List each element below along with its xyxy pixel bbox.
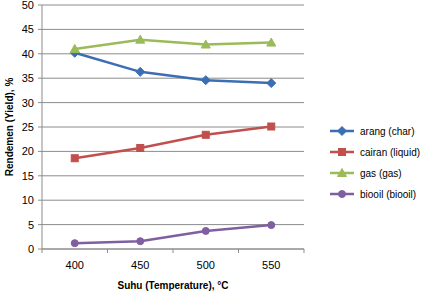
y-tick-label: 25 bbox=[22, 121, 34, 133]
x-tick-label: 450 bbox=[131, 259, 149, 271]
point-marker bbox=[202, 227, 209, 234]
point-marker bbox=[137, 238, 144, 245]
y-tick bbox=[38, 175, 42, 176]
series-line bbox=[75, 40, 272, 49]
legend-marker bbox=[339, 149, 346, 156]
y-tick bbox=[38, 224, 42, 225]
x-tick-label: 400 bbox=[66, 259, 84, 271]
x-tick bbox=[238, 249, 239, 253]
x-tick bbox=[304, 249, 305, 253]
y-tick bbox=[38, 127, 42, 128]
y-tick-label: 45 bbox=[22, 23, 34, 35]
legend-label: biooil (biooil) bbox=[360, 189, 416, 200]
grid-line bbox=[42, 78, 304, 79]
point-marker bbox=[136, 35, 145, 43]
point-marker bbox=[136, 67, 145, 76]
point-marker bbox=[70, 44, 79, 52]
y-tick-label: 35 bbox=[22, 72, 34, 84]
y-tick-label: 0 bbox=[28, 243, 34, 255]
point-marker bbox=[268, 222, 275, 229]
x-tick bbox=[173, 249, 174, 253]
grid-line bbox=[42, 29, 304, 30]
y-axis-label: Rendemen (Yield), % bbox=[4, 78, 15, 177]
legend-marker bbox=[338, 169, 347, 177]
point-marker bbox=[137, 144, 144, 151]
y-tick-label: 40 bbox=[22, 48, 34, 60]
legend-marker bbox=[338, 127, 347, 136]
point-marker bbox=[268, 123, 275, 130]
point-marker bbox=[71, 155, 78, 162]
y-tick bbox=[38, 29, 42, 30]
point-marker bbox=[267, 79, 276, 88]
series-line bbox=[75, 53, 272, 83]
y-tick bbox=[38, 200, 42, 201]
y-tick-label: 50 bbox=[22, 0, 34, 11]
chart-svg: 0 5 10 15 20 25 30 35 40 45 50 400 450 500 550 Rendemen… bbox=[0, 0, 448, 294]
grid-line bbox=[42, 151, 304, 152]
grid-line bbox=[42, 175, 304, 176]
grid-line bbox=[42, 200, 304, 201]
x-tick-label: 500 bbox=[197, 259, 215, 271]
y-tick-label: 20 bbox=[22, 145, 34, 157]
x-tick-label: 550 bbox=[262, 259, 280, 271]
y-tick bbox=[38, 78, 42, 79]
point-marker bbox=[201, 76, 210, 85]
y-tick bbox=[38, 249, 42, 250]
grid-line bbox=[42, 5, 304, 6]
series-line bbox=[75, 225, 272, 243]
y-tick-label: 15 bbox=[22, 170, 34, 182]
plot-area bbox=[70, 35, 276, 246]
chart-container: 0 5 10 15 20 25 30 35 40 45 50 400 450 500 550 Rendemen… bbox=[0, 0, 448, 294]
x-tick bbox=[42, 249, 43, 253]
y-axis bbox=[42, 5, 43, 249]
point-marker bbox=[267, 38, 276, 46]
y-tick-label: 10 bbox=[22, 194, 34, 206]
legend-label: cairan (liquid) bbox=[360, 147, 420, 158]
point-marker bbox=[71, 240, 78, 247]
y-tick bbox=[38, 102, 42, 103]
y-tick-label: 5 bbox=[28, 219, 34, 231]
y-tick bbox=[38, 53, 42, 54]
y-tick bbox=[38, 151, 42, 152]
legend-label: gas (gas) bbox=[360, 168, 402, 179]
grid-line bbox=[42, 102, 304, 103]
legend-label: arang (char) bbox=[360, 126, 414, 137]
y-tick bbox=[38, 5, 42, 6]
x-axis-label: Suhu (Temperature), °C bbox=[117, 280, 228, 291]
point-marker bbox=[202, 131, 209, 138]
point-marker bbox=[201, 40, 210, 48]
y-tick-label: 30 bbox=[22, 97, 34, 109]
legend-marker bbox=[339, 191, 346, 198]
series-line bbox=[75, 127, 272, 159]
legend: arang (char) cairan (liquid) gas (gas) bioo… bbox=[330, 126, 420, 200]
x-tick bbox=[107, 249, 108, 253]
